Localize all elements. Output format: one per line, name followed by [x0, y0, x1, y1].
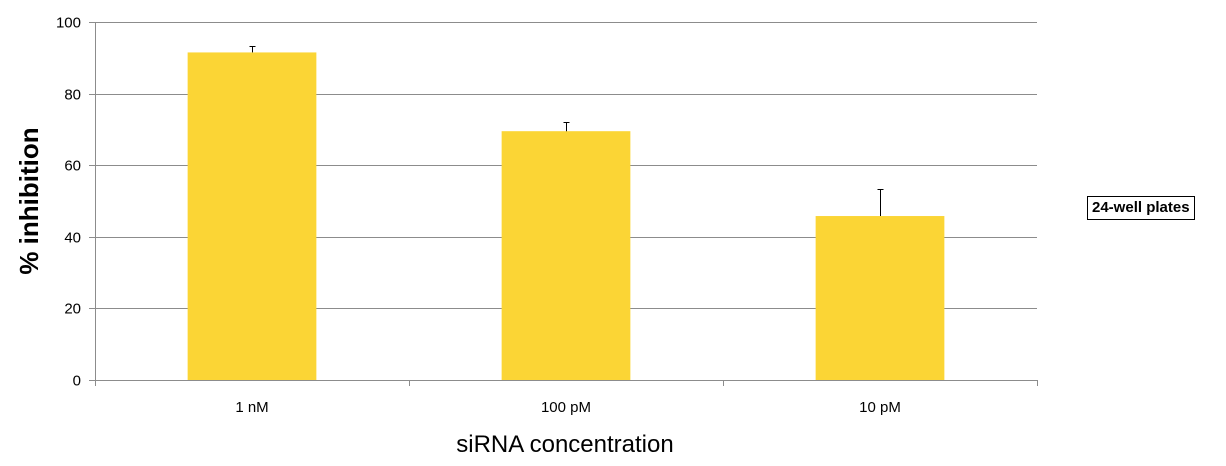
x-tick-label: 100 pM: [541, 399, 591, 416]
y-tick-label: 60: [64, 158, 81, 175]
x-tick-labels: 1 nM 100 pM 10 pM: [235, 399, 901, 416]
axes: [89, 22, 1038, 386]
bar: [501, 131, 631, 380]
x-tick-label: 10 pM: [859, 399, 901, 416]
x-tick-label: 1 nM: [235, 399, 268, 416]
y-tick-label: 100: [56, 15, 81, 32]
y-tick-label: 40: [64, 230, 81, 247]
y-tick-label: 80: [64, 87, 81, 104]
y-tick-label: 0: [73, 373, 81, 390]
y-axis-label: % inhibition: [14, 127, 44, 274]
bar: [187, 52, 317, 381]
y-tick-labels: 0 20 40 60 80 100: [56, 15, 81, 390]
bars: [187, 52, 945, 381]
legend: 24-well plates: [1087, 196, 1195, 220]
y-tick-label: 20: [64, 301, 81, 318]
error-bars: [249, 45, 884, 217]
legend-label: 24-well plates: [1092, 199, 1190, 216]
bar: [815, 216, 945, 380]
x-axis-label: siRNA concentration: [456, 431, 673, 458]
